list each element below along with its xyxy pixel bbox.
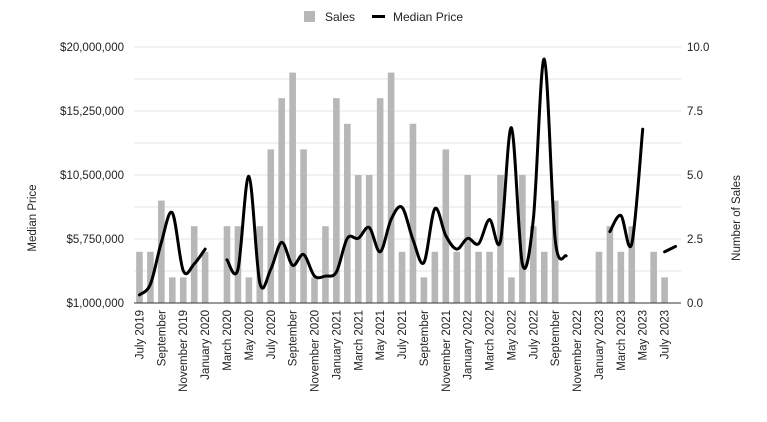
x-axis-tick-label: January 2022 bbox=[463, 310, 475, 380]
sales-bar bbox=[322, 226, 329, 303]
left-axis-tick-label: $10,500,000 bbox=[60, 170, 124, 182]
x-axis-tick-label: September bbox=[550, 310, 562, 366]
sales-bar bbox=[420, 277, 428, 303]
legend-median-price-label: Median Price bbox=[393, 10, 463, 24]
median-price-line bbox=[608, 127, 645, 249]
sales-bar bbox=[365, 175, 373, 303]
legend: Sales Median Price bbox=[304, 10, 463, 24]
x-axis-tick-label: March 2020 bbox=[222, 310, 234, 371]
left-axis-tick-label: $20,000,000 bbox=[60, 42, 124, 54]
x-axis-tick-label: March 2023 bbox=[616, 310, 628, 371]
sales-bar bbox=[376, 98, 384, 303]
sales-bar bbox=[311, 277, 318, 303]
x-axis-tick-label: January 2020 bbox=[200, 310, 212, 380]
right-axis-tick-label: 5.0 bbox=[687, 170, 703, 182]
sales-bar bbox=[223, 226, 231, 303]
right-axis-tick-label: 10.0 bbox=[687, 42, 709, 54]
sales-bar bbox=[519, 175, 526, 303]
sales-bar bbox=[136, 251, 143, 303]
sales-bar bbox=[300, 149, 307, 303]
median-price-line bbox=[137, 210, 207, 297]
left-axis-tick-label: $15,250,000 bbox=[60, 106, 124, 118]
x-axis-tick-label: July 2023 bbox=[660, 310, 672, 359]
sales-bar bbox=[333, 98, 340, 303]
x-axis-tick-label: September bbox=[419, 310, 431, 366]
sales-bar bbox=[617, 251, 625, 303]
x-axis-tick-label: November 2022 bbox=[572, 310, 584, 392]
right-axis-tick-label: 0.0 bbox=[687, 298, 703, 310]
x-axis-tick-label: July 2019 bbox=[134, 310, 146, 359]
sales-bars bbox=[136, 72, 668, 303]
x-axis-tick-label: March 2022 bbox=[485, 310, 497, 371]
x-axis-tick-label: January 2023 bbox=[594, 310, 606, 380]
sales-bar bbox=[530, 226, 537, 303]
sales-bar bbox=[551, 200, 559, 303]
left-axis-tick-label: $1,000,000 bbox=[66, 298, 124, 310]
sales-bar bbox=[158, 200, 165, 303]
left-axis-title: Median Price bbox=[27, 184, 39, 251]
sales-bar bbox=[442, 149, 450, 303]
x-axis-tick-label: May 2023 bbox=[638, 310, 650, 361]
x-axis-ticks: July 2019 September November 2019 January 2… bbox=[134, 310, 671, 392]
x-axis-tick-label: May 2020 bbox=[244, 310, 256, 361]
x-axis-tick-label: July 2020 bbox=[266, 310, 278, 359]
x-axis-tick-label: May 2022 bbox=[506, 310, 518, 361]
sales-bar bbox=[201, 251, 209, 303]
sales-bar bbox=[168, 277, 176, 303]
sales-bar bbox=[267, 149, 275, 303]
x-axis-tick-label: July 2021 bbox=[397, 310, 409, 359]
left-axis-tick-label: $5,750,000 bbox=[66, 234, 124, 246]
x-axis-tick-label: September bbox=[288, 310, 300, 366]
x-axis-tick-label: March 2021 bbox=[353, 310, 365, 371]
right-axis-tick-label: 7.5 bbox=[687, 106, 703, 118]
median-price-line-group bbox=[137, 57, 678, 297]
sales-bar bbox=[431, 251, 439, 303]
sales-bar bbox=[453, 251, 461, 303]
right-axis-tick-label: 2.5 bbox=[687, 234, 703, 246]
sales-bar bbox=[606, 226, 614, 303]
right-axis-title: Number of Sales bbox=[731, 175, 743, 261]
sales-bar bbox=[661, 277, 668, 303]
x-axis-tick-label: July 2022 bbox=[528, 310, 540, 359]
sales-bar bbox=[147, 251, 154, 303]
median-price-line bbox=[663, 244, 678, 254]
gridlines bbox=[134, 46, 681, 272]
sales-bar bbox=[344, 123, 351, 303]
sales-bar bbox=[628, 226, 636, 303]
x-axis-tick-label: November 2020 bbox=[310, 310, 322, 392]
sales-bar bbox=[595, 251, 603, 303]
right-axis-ticks: 0.0 2.5 5.0 7.5 10.0 bbox=[687, 42, 709, 310]
legend-sales-swatch bbox=[304, 11, 315, 22]
sales-bar bbox=[540, 251, 548, 303]
sales-bar bbox=[179, 277, 187, 303]
median-price-line bbox=[225, 57, 568, 290]
x-axis-tick-label: May 2021 bbox=[375, 310, 387, 361]
sales-bar bbox=[650, 251, 657, 303]
sales-bar bbox=[278, 98, 285, 303]
sales-bar bbox=[486, 251, 493, 303]
sales-bar bbox=[387, 72, 395, 303]
x-axis-tick-label: September bbox=[156, 310, 168, 366]
left-axis-ticks: $1,000,000 $5,750,000 $10,500,000 $15,250,0… bbox=[60, 42, 124, 310]
sales-bar bbox=[475, 251, 482, 303]
sales-bar bbox=[508, 277, 515, 303]
sales-bar bbox=[409, 123, 417, 303]
x-axis-tick-label: November 2021 bbox=[441, 310, 453, 392]
x-axis-tick-label: November 2019 bbox=[178, 310, 190, 392]
legend-sales-label: Sales bbox=[325, 10, 355, 24]
sales-bar bbox=[245, 277, 253, 303]
x-axis-tick-label: January 2021 bbox=[331, 310, 343, 380]
sales-bar bbox=[398, 251, 406, 303]
sales-bar bbox=[289, 72, 296, 303]
sales-bar bbox=[256, 226, 264, 303]
